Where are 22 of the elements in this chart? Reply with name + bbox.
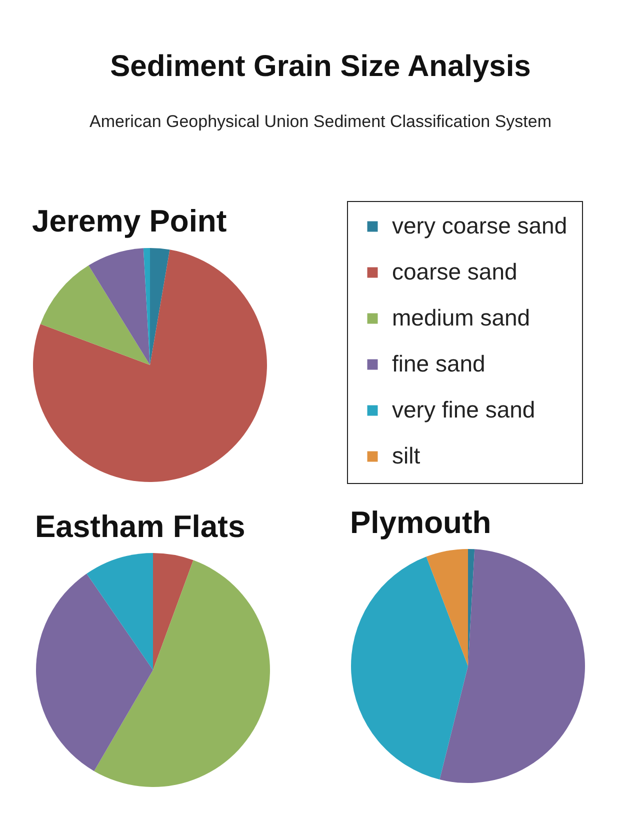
chart-title: Eastham Flats [35,509,246,544]
pie-slice [40,265,150,365]
legend-label: silt [392,442,421,468]
pie-slice [150,248,170,365]
legend-label: medium sand [392,304,530,330]
pie-slice [36,574,153,772]
pie-slice [426,549,468,666]
pie-slice [33,250,267,482]
text: American Geophysical Union Sediment Classification System [89,112,552,131]
chart-title: Plymouth [350,505,492,540]
legend-label: very coarse sand [392,212,568,238]
legend-label: very fine sand [392,396,536,422]
legend-label: fine sand [392,350,486,376]
pie-slice [351,556,468,780]
pie-slice [153,553,194,670]
legend-label: coarse sand [392,258,518,284]
pie-slice [94,560,270,787]
chart-title: Jeremy Point [32,204,227,238]
pie-slice [86,553,153,670]
pie-slice [440,549,585,783]
pie-slice [88,248,150,365]
text: Sediment Grain Size Analysis [110,50,531,83]
